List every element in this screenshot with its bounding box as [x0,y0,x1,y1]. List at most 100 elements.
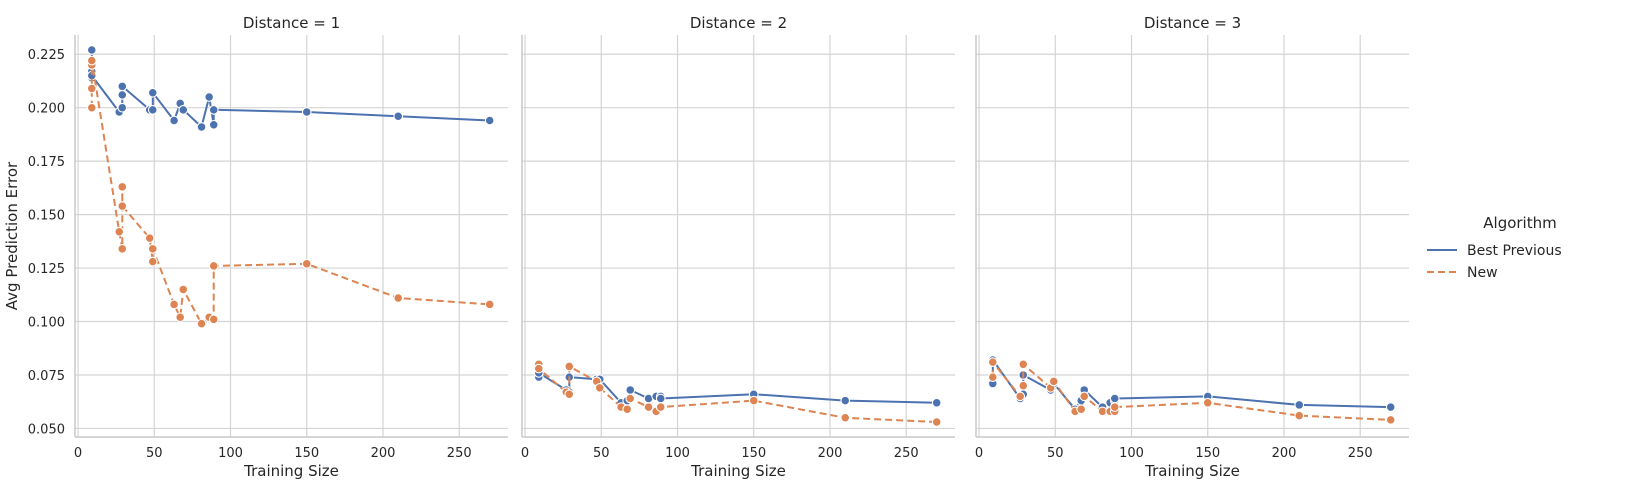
y-tick-label: 0.075 [28,369,65,384]
y-axis-label: Avg Prediction Error [3,161,21,310]
x-tick-label: 100 [218,446,243,461]
x-tick-label: 0 [521,446,529,461]
data-point-new [208,261,219,271]
data-point-new [175,312,186,323]
data-point-new [564,361,575,372]
data-point-new [147,256,158,267]
x-tick-label: 0 [975,446,983,461]
data-point-best-previous [840,395,851,406]
panel-title: Distance = 2 [690,14,787,32]
data-point-new [393,293,404,303]
data-point-new [931,417,942,427]
x-tick-label: 50 [146,446,163,461]
data-point-new [196,318,207,329]
data-point-new [1018,359,1029,370]
data-point-new [169,299,179,310]
data-point-best-previous [1294,400,1305,410]
data-point-best-previous [117,102,128,113]
data-point-new [1015,391,1026,402]
data-point-new [625,393,636,404]
data-point-best-previous [484,115,495,126]
data-point-new [1202,397,1213,408]
y-tick-label: 0.200 [28,102,65,117]
data-point-best-previous [931,397,942,408]
data-point-best-previous [117,90,128,100]
data-point-best-previous [1109,393,1120,404]
x-tick-label: 250 [447,446,472,461]
data-point-best-previous [1385,402,1396,412]
data-point-best-previous [204,92,215,102]
data-point-best-previous [86,45,97,55]
data-point-best-previous [208,119,219,130]
x-tick-label: 100 [665,446,690,461]
data-point-new [748,395,759,406]
x-tick-label: 50 [1047,446,1064,461]
x-tick-label: 200 [371,446,396,461]
data-point-best-previous [117,81,128,92]
data-point-best-previous [393,111,404,122]
x-tick-label: 150 [741,446,766,461]
y-tick-label: 0.150 [28,209,65,224]
data-point-new [840,412,851,423]
x-axis-label: Training Size [690,462,786,480]
data-point-new [1048,376,1059,387]
data-point-new [987,372,998,382]
data-point-best-previous [169,115,179,126]
data-point-best-previous [178,104,189,115]
data-point-new [533,363,544,374]
legend-title: Algorithm [1483,214,1556,232]
y-tick-label: 0.125 [28,262,65,277]
data-point-new [1079,391,1090,402]
y-tick-label: 0.100 [28,316,65,331]
data-point-new [1385,415,1396,425]
data-point-new [86,83,97,94]
x-tick-label: 0 [74,446,82,461]
legend-label: Best Previous [1467,243,1562,259]
panel-title: Distance = 3 [1144,14,1241,32]
data-point-new [114,226,125,237]
data-point-best-previous [196,122,207,132]
data-point-new [178,284,189,295]
data-point-new [117,201,128,211]
x-tick-label: 150 [294,446,319,461]
data-point-new [643,402,654,412]
data-point-best-previous [301,107,312,117]
data-point-best-previous [655,393,666,404]
data-point-best-previous [625,385,636,395]
y-tick-label: 0.225 [28,48,65,63]
data-point-new [117,181,128,192]
x-axis-label: Training Size [243,462,339,480]
data-point-new [86,55,97,66]
data-point-new [86,102,97,113]
series-line-new [537,364,937,423]
data-point-new [147,243,158,254]
data-point-new [564,389,575,400]
data-point-new [1076,404,1087,415]
data-point-best-previous [147,87,158,98]
data-point-new [987,357,998,368]
data-point-new [622,404,633,415]
data-point-new [484,299,495,310]
data-point-new [655,402,666,412]
legend-label: New [1467,265,1498,281]
x-axis-label: Training Size [1144,462,1240,480]
x-tick-label: 250 [1348,446,1373,461]
data-point-new [301,258,312,269]
data-point-new [144,233,155,243]
x-tick-label: 50 [593,446,610,461]
x-tick-label: 250 [894,446,919,461]
x-tick-label: 100 [1119,446,1144,461]
data-point-new [208,314,219,325]
data-point-best-previous [147,104,158,115]
data-point-new [594,382,605,393]
data-point-best-previous [208,104,219,115]
y-tick-label: 0.050 [28,422,65,437]
data-point-new [1294,410,1305,421]
data-point-new [1018,380,1029,391]
series-line-new [90,59,490,325]
x-tick-label: 150 [1195,446,1220,461]
data-point-new [117,243,128,254]
x-tick-label: 200 [1272,446,1297,461]
